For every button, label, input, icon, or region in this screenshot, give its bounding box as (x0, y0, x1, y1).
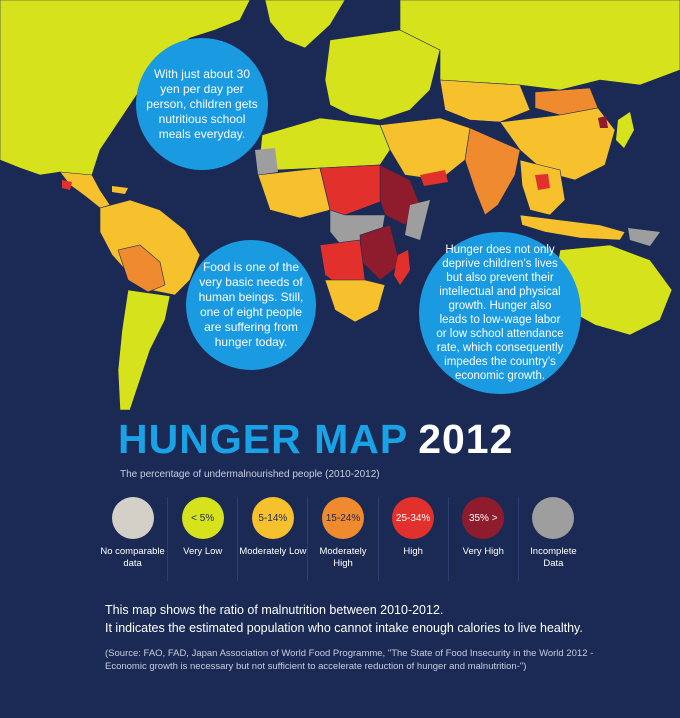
madagascar-region (394, 250, 410, 285)
indonesia-region (519, 214, 626, 241)
legend-item: < 5% Very Low (167, 497, 237, 581)
world-map-graphic (0, 0, 680, 410)
south-america-center-region (117, 244, 166, 293)
india-region (464, 127, 521, 216)
source-note: (Source: FAO, FAD, Japan Association of … (105, 648, 594, 672)
legend-swatch: < 5% (181, 497, 224, 539)
legend-item: Incomplete Data (517, 497, 588, 581)
description: This map shows the ratio of malnutrition… (105, 601, 645, 637)
page-title: HUNGER MAP 2012 (118, 414, 513, 464)
legend-swatch: 5-14% (251, 497, 294, 539)
legend-swatch (111, 497, 154, 539)
sahel-region (319, 164, 386, 216)
papua-region (628, 228, 660, 246)
info-bubble-text: Food is one of the very basic needs of h… (198, 260, 304, 349)
south-america-north-region (99, 199, 201, 296)
western-sahara-region (255, 148, 278, 175)
legend-swatch (532, 497, 575, 539)
info-bubble-text: With just about 30 yen per day per perso… (146, 66, 258, 141)
legend-label: Very Low (183, 546, 223, 557)
legend: No comparable data < 5% Very Low 5-14% Moder… (98, 497, 588, 587)
legend-item: 15-24% Moderately High (307, 497, 377, 581)
yemen-region (420, 170, 448, 186)
legend-label: High (403, 546, 423, 557)
info-bubble-text: Hunger does not only deprive children’s … (436, 244, 564, 382)
legend-item: No comparable data (98, 497, 167, 581)
west-africa-region (257, 167, 331, 219)
southern-africa-region (324, 279, 386, 323)
legend-item: 35% > Very High (447, 497, 518, 581)
legend-label: Moderately Low (239, 546, 307, 557)
info-bubble-basic-needs: Food is one of the very basic needs of h… (186, 240, 316, 370)
caribbean-islands (112, 186, 128, 194)
china-region (499, 107, 616, 181)
description-line-1: This map shows the ratio of malnutrition… (105, 603, 444, 617)
north-korea-region (598, 116, 608, 128)
info-bubble-school-meals: With just about 30 yen per day per perso… (136, 38, 268, 170)
info-bubble-hunger-impact: Hunger does not only deprive children’s … (419, 232, 581, 394)
subtitle: The percentage of undermalnourished peop… (120, 469, 380, 480)
legend-swatch: 15-24% (321, 497, 364, 539)
russia-region (399, 0, 680, 91)
legend-item: 5-14% Moderately Low (237, 497, 307, 581)
legend-swatch: 35% > (462, 497, 505, 539)
south-america-south-region (117, 289, 171, 410)
middle-east-region (379, 117, 471, 181)
title-year: 2012 (418, 416, 514, 462)
legend-label: Very High (462, 546, 504, 557)
description-line-2: It indicates the estimated population wh… (105, 621, 583, 635)
japan-region (616, 112, 634, 148)
world-map: With just about 30 yen per day per perso… (0, 0, 680, 410)
legend-label: No comparable data (100, 546, 165, 569)
somalia-region (405, 200, 430, 240)
legend-item: 25-34% High (377, 497, 448, 581)
greenland-region (264, 0, 346, 49)
laos-region (535, 174, 550, 190)
legend-swatch: 25-34% (392, 497, 435, 539)
legend-label: Incomplete Data (530, 546, 577, 569)
title-main: HUNGER MAP (118, 416, 409, 462)
caribbean-region (62, 180, 72, 190)
north-america-region (0, 0, 251, 179)
legend-label: Moderately High (319, 546, 367, 569)
